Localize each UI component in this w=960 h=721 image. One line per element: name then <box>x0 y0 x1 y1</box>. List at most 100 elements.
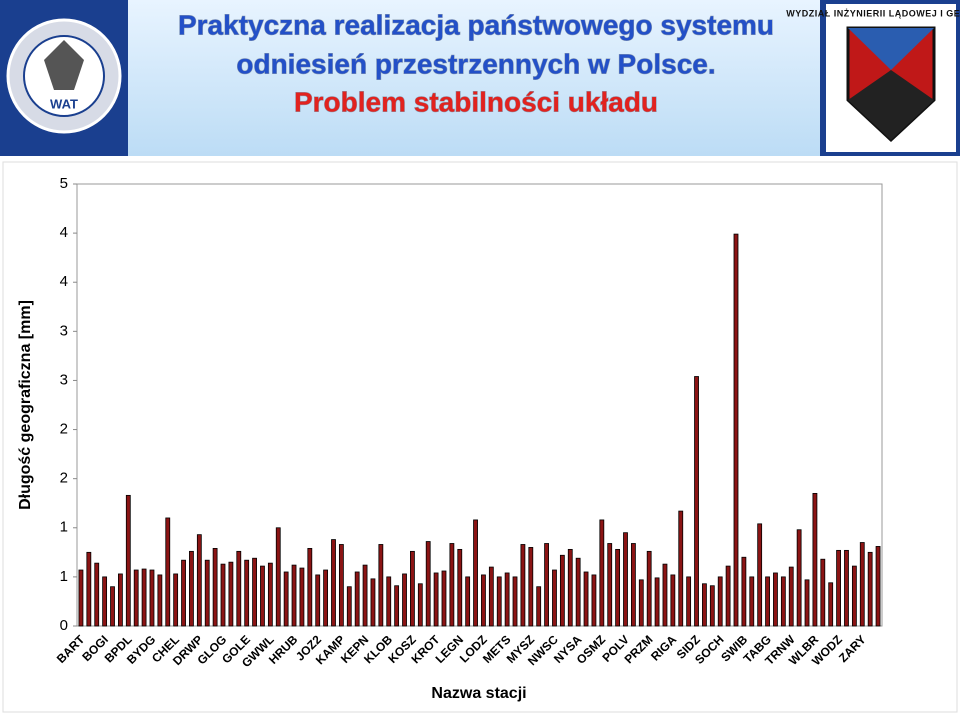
bar <box>875 546 881 627</box>
title-line: odniesień przestrzennych w Polsce. <box>236 48 715 79</box>
left-logo: WAT <box>6 18 122 134</box>
bar <box>599 519 605 627</box>
bar <box>709 585 715 627</box>
bar <box>520 544 526 627</box>
y-tick-label: 4 <box>60 224 68 241</box>
bar <box>662 563 668 627</box>
logo-text: WAT <box>50 96 78 111</box>
bar <box>741 556 747 627</box>
y-tick-label: 2 <box>60 421 68 438</box>
bar <box>773 572 778 627</box>
bar <box>591 574 597 627</box>
bar <box>354 571 360 627</box>
bar <box>78 569 84 627</box>
bar <box>638 579 644 627</box>
bar <box>307 548 313 627</box>
bar <box>441 570 447 627</box>
bar <box>528 547 534 627</box>
bar <box>844 549 849 627</box>
bar <box>118 573 123 627</box>
bar <box>686 576 692 627</box>
bar <box>275 527 281 627</box>
bar <box>473 519 478 627</box>
bar <box>228 561 234 627</box>
y-axis-label: Długość geograficzna [mm] <box>17 300 34 510</box>
bar <box>559 554 565 627</box>
bar <box>86 551 92 627</box>
bar <box>481 574 486 627</box>
y-tick-label: 1 <box>60 568 68 585</box>
bar <box>378 544 384 627</box>
bar <box>260 565 265 627</box>
bar <box>765 576 770 627</box>
logo-text: WYDZIAŁ INŻYNIERII LĄDOWEJ I GEODEZJI <box>786 8 960 18</box>
bar <box>189 550 194 627</box>
bar <box>449 543 455 627</box>
bar <box>94 562 100 627</box>
bar <box>157 574 163 627</box>
bar <box>283 571 289 627</box>
bar <box>425 541 431 627</box>
bar <box>615 548 621 627</box>
bar <box>646 550 652 627</box>
bar <box>607 543 613 627</box>
y-tick-label: 5 <box>60 175 68 192</box>
y-tick-label: 0 <box>60 617 68 634</box>
title-line: Praktyczna realizacja państwowego system… <box>178 9 774 40</box>
bar <box>204 559 210 627</box>
y-tick-label: 2 <box>60 470 68 487</box>
bar <box>749 576 755 627</box>
bar <box>220 563 226 627</box>
bar <box>331 539 336 627</box>
bar <box>394 585 400 627</box>
bar <box>402 573 407 627</box>
bar <box>252 557 257 627</box>
bar <box>836 549 841 627</box>
bar <box>552 569 557 627</box>
bar <box>133 569 139 627</box>
header-panel <box>128 0 820 156</box>
bar <box>859 542 865 627</box>
bar <box>433 572 439 627</box>
bar <box>323 569 329 627</box>
bar <box>410 550 415 627</box>
x-axis-label: Nazwa stacji <box>431 685 526 702</box>
bar <box>820 558 826 627</box>
y-tick-label: 3 <box>60 322 68 339</box>
bar <box>851 565 857 627</box>
right-logo: WYDZIAŁ INŻYNIERII LĄDOWEJ I GEODEZJI <box>786 4 960 152</box>
bar <box>315 574 321 627</box>
bar <box>465 576 471 627</box>
bar <box>623 532 628 627</box>
bar <box>173 573 179 627</box>
bar <box>110 586 115 627</box>
bar <box>670 574 676 627</box>
bar <box>338 544 344 627</box>
bar <box>417 583 423 627</box>
bar <box>544 543 549 627</box>
bar <box>181 559 186 627</box>
bar <box>457 548 463 627</box>
bar <box>370 578 376 627</box>
bar <box>141 568 147 627</box>
bar <box>717 576 723 627</box>
bar <box>757 523 763 627</box>
bar <box>567 548 573 627</box>
bar <box>149 569 155 627</box>
y-tick-label: 3 <box>60 371 68 388</box>
bar <box>536 586 542 627</box>
bar <box>812 492 818 627</box>
bar <box>125 494 131 627</box>
bar <box>488 566 494 627</box>
bar <box>654 577 660 627</box>
bar <box>733 233 739 627</box>
bar <box>299 567 305 627</box>
bar <box>165 517 171 627</box>
bar <box>678 510 684 627</box>
title-line: Problem stabilności układu <box>294 86 658 117</box>
bar <box>212 548 218 627</box>
bar <box>267 562 273 627</box>
bar <box>702 583 707 627</box>
bar <box>244 559 250 627</box>
